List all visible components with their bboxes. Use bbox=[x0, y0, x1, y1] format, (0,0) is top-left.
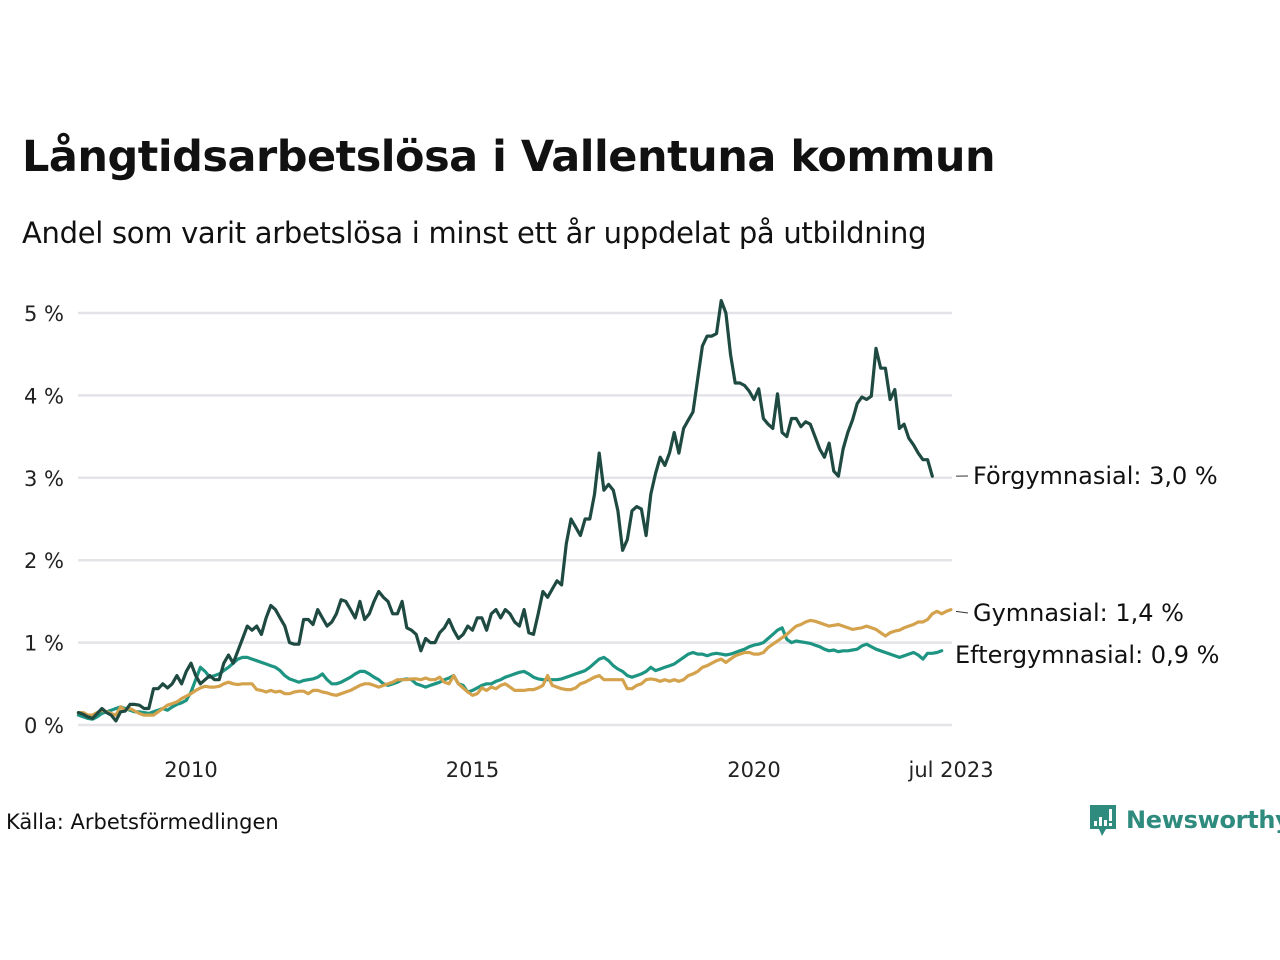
series-lines bbox=[76, 299, 953, 723]
y-tick-label: 0 % bbox=[24, 714, 64, 738]
source-note: Källa: Arbetsförmedlingen bbox=[6, 810, 279, 834]
end-label-connector bbox=[955, 610, 969, 614]
y-tick-label: 4 % bbox=[24, 384, 64, 408]
end-label-eftergymnasial: Eftergymnasial: 0,9 % bbox=[955, 641, 1219, 669]
x-tick-label: 2015 bbox=[446, 758, 499, 782]
x-axis: 2010 2015 2020 jul 2023 bbox=[164, 758, 993, 782]
chart-title: Långtidsarbetslösa i Vallentuna kommun bbox=[22, 132, 996, 182]
bar-chart-speech-bubble-icon bbox=[1090, 805, 1116, 836]
series-line-gymnasial bbox=[76, 607, 953, 717]
series-line-förgymnasial bbox=[76, 299, 934, 723]
y-tick-label: 1 % bbox=[24, 632, 64, 656]
x-tick-label: jul 2023 bbox=[907, 758, 993, 782]
chart-subtitle: Andel som varit arbetslösa i minst ett å… bbox=[22, 216, 927, 250]
brand-name: Newsworthy bbox=[1126, 806, 1280, 834]
x-tick-label: 2020 bbox=[727, 758, 780, 782]
x-tick-label: 2010 bbox=[164, 758, 217, 782]
end-label-gymnasial: Gymnasial: 1,4 % bbox=[973, 599, 1184, 627]
y-axis: 0 % 1 % 2 % 3 % 4 % 5 % bbox=[24, 302, 64, 738]
gridlines bbox=[78, 311, 952, 727]
line-chart: 0 %1 %2 %3 %4 %5 % 2010 2015 2020 jul 2023 … bbox=[24, 299, 1219, 782]
y-tick-label: 2 % bbox=[24, 549, 64, 573]
brand-logo[interactable]: Newsworthy bbox=[1088, 803, 1280, 837]
end-label-förgymnasial: Förgymnasial: 3,0 % bbox=[973, 462, 1218, 490]
series-end-labels: Förgymnasial: 3,0 % Gymnasial: 1,4 % Efter… bbox=[955, 462, 1219, 669]
y-tick-label: 5 % bbox=[24, 302, 64, 326]
y-tick-label: 3 % bbox=[24, 467, 64, 491]
